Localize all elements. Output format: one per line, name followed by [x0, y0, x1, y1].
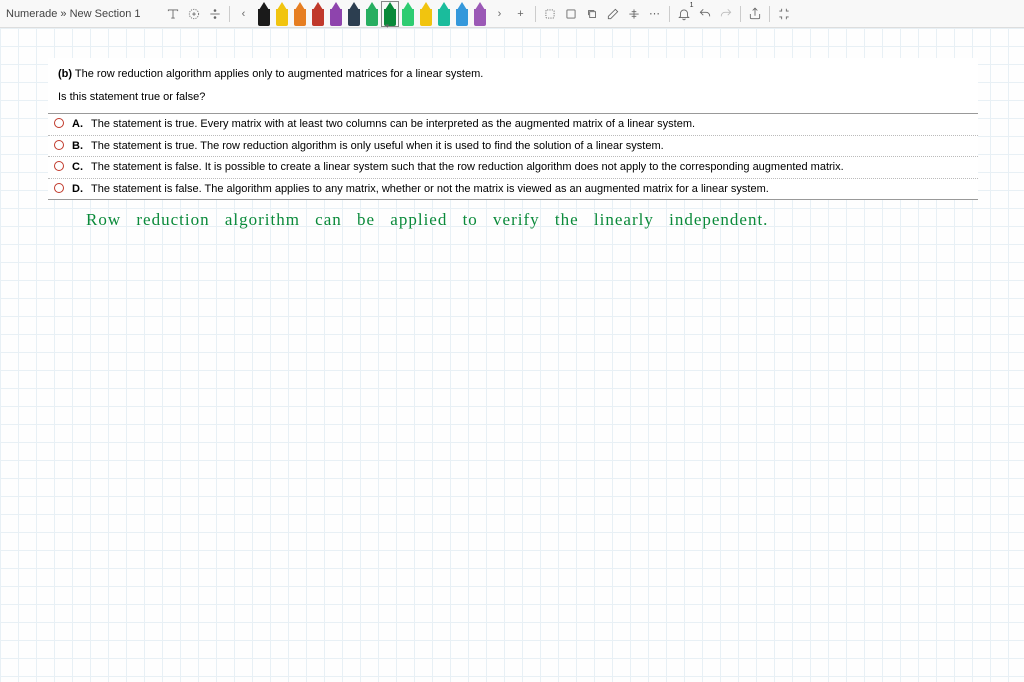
add-pen-icon[interactable]: + [512, 5, 530, 23]
options-group: A. The statement is true. Every matrix wi… [48, 113, 978, 200]
question-text: The row reduction algorithm applies only… [75, 68, 483, 80]
option-letter: C. [72, 159, 83, 176]
bell-icon[interactable] [675, 5, 693, 23]
pen-5[interactable] [346, 2, 362, 26]
pen-3[interactable] [310, 2, 326, 26]
option-letter: D. [72, 181, 83, 198]
page-title: Numerade » New Section 1 [6, 8, 141, 20]
pen-12[interactable] [472, 2, 488, 26]
redo-icon[interactable] [717, 5, 735, 23]
separator [740, 6, 741, 22]
separator [769, 6, 770, 22]
add-shape-icon[interactable] [185, 5, 203, 23]
pen-8[interactable] [400, 2, 416, 26]
pen-2[interactable] [292, 2, 308, 26]
radio-icon[interactable] [54, 183, 64, 193]
option-row-A[interactable]: A. The statement is true. Every matrix wi… [48, 114, 978, 136]
separator [229, 6, 230, 22]
prev-icon[interactable]: ‹ [235, 5, 253, 23]
pen-0[interactable] [256, 2, 272, 26]
select-icon[interactable] [562, 5, 580, 23]
pen-10[interactable] [436, 2, 452, 26]
option-row-B[interactable]: B. The statement is true. The row reducti… [48, 136, 978, 158]
undo-icon[interactable] [696, 5, 714, 23]
option-text: The statement is false. It is possible t… [91, 159, 972, 176]
option-row-D[interactable]: D. The statement is false. The algorithm … [48, 179, 978, 201]
separator [669, 6, 670, 22]
collapse-icon[interactable] [775, 5, 793, 23]
radio-icon[interactable] [54, 118, 64, 128]
pen-9[interactable] [418, 2, 434, 26]
more-icon[interactable]: ⋯ [646, 5, 664, 23]
copy-icon[interactable] [583, 5, 601, 23]
radio-icon[interactable] [54, 140, 64, 150]
eraser-icon[interactable] [604, 5, 622, 23]
next-icon[interactable]: › [491, 5, 509, 23]
pen-11[interactable] [454, 2, 470, 26]
question-label: (b) [58, 68, 72, 80]
pen-palette: ▾ [256, 2, 488, 26]
grid-icon[interactable] [625, 5, 643, 23]
handwritten-note: Row reduction algorithm can be applied t… [86, 210, 768, 230]
option-text: The statement is false. The algorithm ap… [91, 181, 972, 198]
pen-6[interactable] [364, 2, 380, 26]
canvas[interactable]: (b) The row reduction algorithm applies … [0, 28, 1024, 682]
option-text: The statement is true. The row reduction… [91, 138, 972, 155]
share-icon[interactable] [746, 5, 764, 23]
option-letter: B. [72, 138, 83, 155]
toolbar: Numerade » New Section 1 ‹ ▾ › + ⋯ [0, 0, 1024, 28]
question-box: (b) The row reduction algorithm applies … [48, 58, 978, 200]
question-prompt: (b) The row reduction algorithm applies … [48, 58, 978, 89]
text-tool-icon[interactable] [164, 5, 182, 23]
pen-4[interactable] [328, 2, 344, 26]
lasso-icon[interactable] [541, 5, 559, 23]
pen-1[interactable] [274, 2, 290, 26]
separator [535, 6, 536, 22]
option-letter: A. [72, 116, 83, 133]
question-subprompt: Is this statement true or false? [48, 89, 978, 114]
option-text: The statement is true. Every matrix with… [91, 116, 972, 133]
radio-icon[interactable] [54, 161, 64, 171]
divide-icon[interactable] [206, 5, 224, 23]
option-row-C[interactable]: C. The statement is false. It is possible… [48, 157, 978, 179]
pen-7[interactable]: ▾ [382, 2, 398, 26]
